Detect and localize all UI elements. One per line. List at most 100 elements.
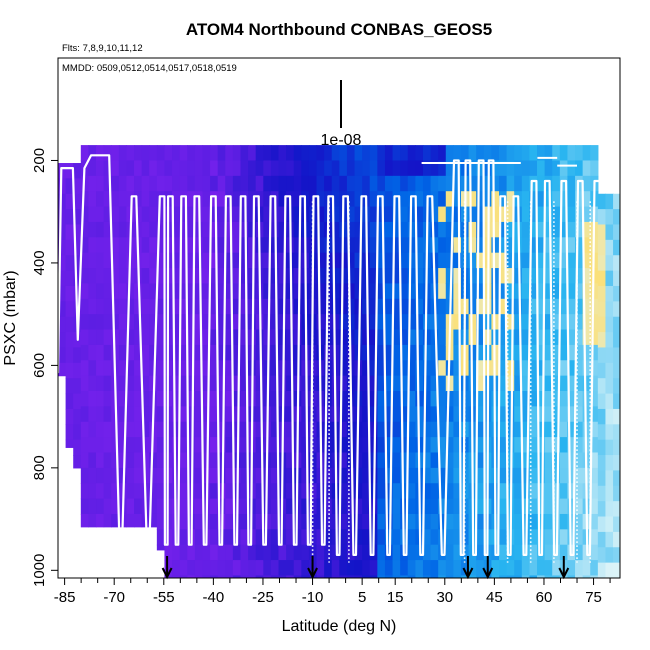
heatmap-cell	[438, 360, 447, 377]
heatmap-cell	[73, 224, 82, 241]
heatmap-cell	[400, 360, 409, 377]
heatmap-cell	[362, 544, 371, 561]
heatmap-cell	[567, 360, 576, 377]
heatmap-cell	[111, 467, 120, 484]
heatmap-cell	[172, 237, 181, 254]
heatmap-cell	[392, 206, 401, 223]
heatmap-cell	[514, 544, 523, 561]
heatmap-cell	[126, 344, 135, 361]
heatmap-cell	[88, 237, 97, 254]
heatmap-cell	[324, 437, 333, 454]
heatmap-cell	[217, 314, 226, 331]
heatmap-cell	[149, 513, 158, 528]
heatmap-cell	[255, 483, 264, 500]
heatmap-cell	[339, 437, 348, 454]
heatmap-cell	[58, 285, 67, 302]
heatmap-cell	[521, 175, 531, 192]
heatmap-cell	[400, 206, 409, 223]
heatmap-cell	[278, 329, 287, 346]
heatmap-cell	[286, 344, 295, 361]
heatmap-cell	[187, 375, 196, 392]
heatmap-cell	[476, 575, 485, 578]
x-tick-label: 5	[358, 589, 366, 606]
heatmap-cell	[118, 375, 128, 392]
heatmap-cell	[248, 191, 257, 208]
heatmap-cell	[202, 283, 211, 300]
heatmap-cell	[582, 575, 591, 578]
heatmap-cell	[384, 221, 394, 238]
heatmap-cell	[96, 298, 105, 315]
heatmap-cell	[407, 575, 416, 578]
heatmap-cell	[392, 483, 401, 500]
heatmap-cell	[118, 206, 128, 223]
heatmap-cell	[194, 175, 204, 192]
heatmap-cell	[453, 206, 462, 223]
heatmap-cell	[521, 467, 531, 484]
heatmap-cell	[499, 344, 508, 361]
heatmap-cell	[331, 237, 340, 254]
heatmap-cell	[392, 344, 401, 361]
heatmap-cell	[324, 145, 333, 162]
heatmap-cell	[286, 483, 295, 500]
heatmap-cell	[460, 529, 470, 546]
heatmap-cell	[111, 268, 120, 285]
heatmap-cell	[499, 498, 508, 515]
heatmap-cell	[80, 391, 90, 407]
heatmap-cell	[339, 513, 348, 530]
heatmap-cell	[149, 237, 158, 254]
heatmap-cell	[126, 391, 135, 407]
heatmap-cell	[240, 513, 249, 530]
heatmap-cell	[468, 221, 477, 238]
heatmap-cell	[453, 175, 462, 192]
heatmap-cell	[392, 298, 401, 315]
x-tick-label: 75	[585, 589, 602, 606]
heatmap-cell	[232, 344, 242, 361]
heatmap-cell	[88, 483, 97, 500]
heatmap-cell	[468, 268, 477, 285]
heatmap-cell	[339, 160, 348, 177]
heatmap-cell	[575, 252, 584, 269]
heatmap-cell	[156, 206, 166, 223]
heatmap-cell	[506, 145, 515, 162]
heatmap-cell	[339, 375, 348, 392]
heatmap-cell	[126, 360, 135, 377]
heatmap-cell	[80, 375, 90, 392]
heatmap-cell	[126, 483, 135, 500]
heatmap-cell	[605, 470, 614, 487]
heatmap-cell	[362, 314, 371, 331]
heatmap-cell	[141, 252, 150, 269]
heatmap-cell	[377, 206, 386, 223]
heatmap-cell	[149, 329, 158, 346]
heatmap-cell	[270, 560, 280, 577]
x-tick-label: -10	[302, 589, 324, 606]
heatmap-cell	[362, 575, 371, 578]
heatmap-cell	[506, 344, 515, 361]
heatmap-cell	[407, 421, 416, 438]
heatmap-cell	[407, 298, 416, 315]
y-axis-label: PSXC (mbar)	[2, 270, 19, 365]
heatmap-cell	[392, 544, 401, 561]
heatmap-cell	[202, 421, 211, 438]
arrow-marker	[161, 556, 173, 580]
heatmap-cell	[552, 391, 561, 407]
heatmap-cell	[514, 175, 523, 192]
heatmap-cell	[111, 513, 120, 528]
heatmap-cell	[172, 544, 181, 561]
heatmap-cell	[514, 483, 523, 500]
heatmap-cell	[179, 175, 188, 192]
heatmap-cell	[384, 344, 394, 361]
heatmap-cell	[270, 145, 280, 162]
heatmap-cell	[118, 268, 128, 285]
heatmap-cell	[575, 329, 584, 346]
heatmap-cell	[552, 252, 561, 269]
heatmap-cell	[217, 206, 226, 223]
heatmap-cell	[73, 455, 82, 469]
heatmap-cell	[58, 255, 67, 272]
heatmap-cell	[445, 406, 454, 423]
heatmap-cell	[407, 498, 416, 515]
heatmap-cell	[308, 529, 318, 546]
heatmap-cell	[156, 221, 166, 238]
heatmap-cell	[499, 237, 508, 254]
heatmap-cell	[111, 298, 120, 315]
heatmap-cell	[255, 360, 264, 377]
